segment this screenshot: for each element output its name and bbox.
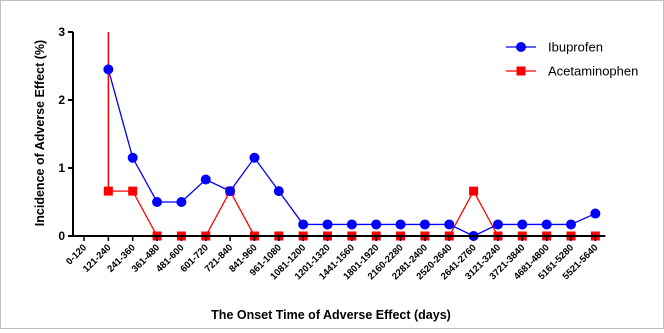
y-axis-title: Incidence of Adverse Effect (%) bbox=[33, 40, 47, 226]
data-point-circle bbox=[395, 219, 406, 230]
y-tick-label: 1 bbox=[58, 161, 65, 175]
legend-item-acetaminophen: Acetaminophen bbox=[506, 64, 638, 79]
legend-marker-circle bbox=[516, 42, 526, 52]
data-point-circle bbox=[249, 152, 260, 163]
data-point-circle bbox=[103, 64, 114, 75]
data-point-circle bbox=[225, 186, 236, 197]
data-point-circle bbox=[298, 219, 309, 230]
y-tick-label: 3 bbox=[58, 25, 65, 39]
data-point-square bbox=[469, 186, 479, 196]
data-point-circle bbox=[371, 219, 382, 230]
data-point-circle bbox=[419, 219, 430, 230]
data-point-circle bbox=[492, 219, 503, 230]
data-point-circle bbox=[444, 219, 455, 230]
x-axis-title: The Onset Time of Adverse Effect (days) bbox=[211, 308, 451, 322]
legend-label: Acetaminophen bbox=[548, 64, 638, 79]
data-point-circle bbox=[517, 219, 528, 230]
data-point-circle bbox=[152, 197, 163, 207]
series-line bbox=[107, 69, 596, 237]
data-point-circle bbox=[322, 219, 333, 230]
data-point-circle bbox=[590, 208, 601, 219]
data-point-circle bbox=[200, 174, 211, 185]
line-chart: 01230-120121-240241-360361-480481-600601… bbox=[33, 25, 638, 322]
series-acetaminophen bbox=[103, 32, 600, 241]
series-ibuprofen bbox=[103, 64, 601, 241]
data-point-circle bbox=[541, 219, 552, 230]
data-point-circle bbox=[176, 197, 187, 207]
legend-item-ibuprofen: Ibuprofen bbox=[506, 40, 603, 55]
y-tick-label: 2 bbox=[58, 93, 65, 107]
data-point-circle bbox=[127, 152, 138, 163]
legend-marker-square bbox=[516, 66, 526, 76]
data-point-circle bbox=[566, 219, 576, 230]
data-point-square bbox=[128, 186, 138, 196]
data-point-square bbox=[103, 186, 113, 196]
data-point-circle bbox=[346, 219, 357, 230]
y-tick-label: 0 bbox=[58, 229, 65, 243]
legend-label: Ibuprofen bbox=[548, 40, 603, 55]
data-point-circle bbox=[273, 186, 284, 197]
